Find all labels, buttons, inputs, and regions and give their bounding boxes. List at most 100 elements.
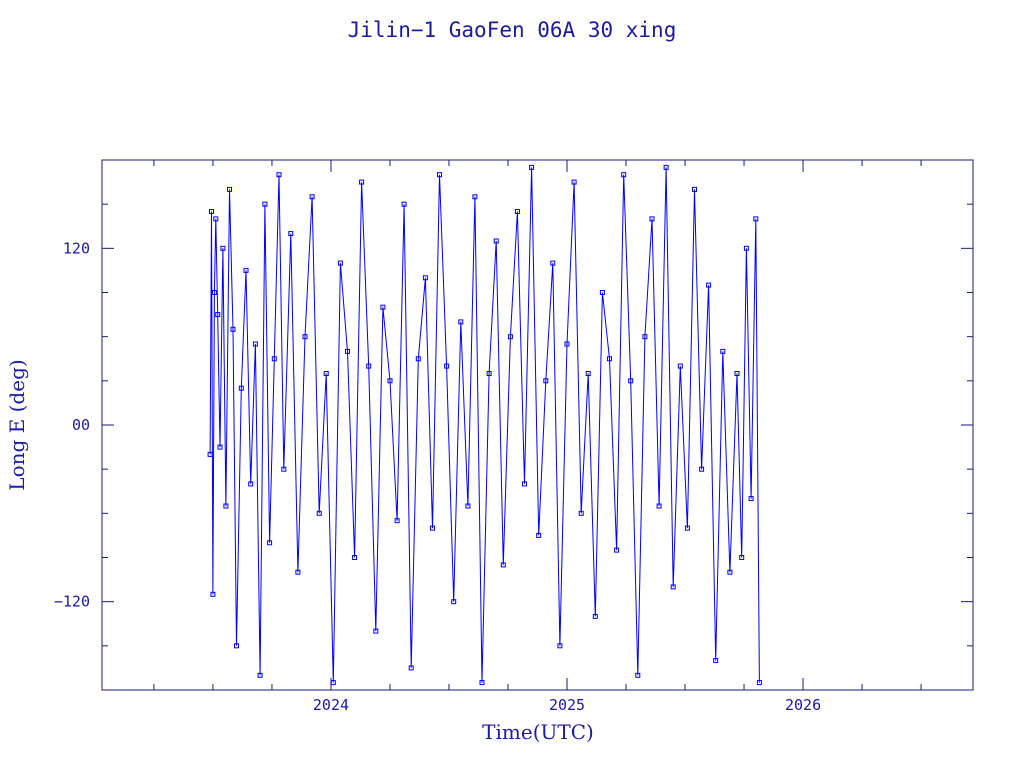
data-point [607, 356, 612, 362]
data-point [227, 186, 232, 192]
data-point [366, 363, 372, 369]
data-point [281, 466, 287, 472]
data-point [465, 503, 471, 509]
data-point [220, 245, 226, 251]
x-tick-label: 2025 [549, 696, 585, 714]
data-point [430, 525, 435, 531]
data-point [267, 540, 273, 546]
x-axis-label: Time(UTC) [482, 720, 594, 744]
data-point [635, 672, 641, 678]
data-point [276, 172, 282, 178]
data-point [514, 209, 520, 214]
data-point [578, 510, 584, 516]
x-tick-label: 2026 [785, 696, 821, 714]
data-point [628, 378, 634, 384]
data-point [316, 510, 322, 516]
data-point [472, 194, 478, 200]
x-tick-label: 2024 [313, 696, 349, 714]
data-point [422, 275, 428, 281]
chart-title: Jilin−1 GaoFen 06A 30 xing [348, 18, 677, 42]
data-point [621, 172, 627, 178]
data-point [699, 466, 705, 472]
data-point [543, 378, 549, 384]
data-point [522, 481, 527, 487]
data-point [373, 628, 379, 634]
data-point [211, 290, 217, 295]
data-point [257, 672, 263, 678]
data-point [642, 334, 648, 340]
data-point [500, 562, 506, 568]
y-axis-label: Long E (deg) [5, 359, 29, 490]
data-point [571, 179, 577, 185]
data-point [507, 334, 513, 340]
data-point [387, 378, 393, 384]
tick-layer [102, 159, 973, 691]
data-point [756, 680, 762, 686]
y-tick-label: 00 [72, 416, 90, 434]
data-point [720, 348, 726, 354]
data-point [248, 481, 254, 487]
data-point [564, 341, 570, 347]
data-point [550, 260, 556, 266]
data-point [262, 201, 268, 207]
data-point [238, 385, 244, 391]
data-point [352, 555, 358, 560]
data-point [486, 371, 492, 376]
data-point [592, 613, 598, 619]
data-point [479, 680, 485, 686]
y-tick-label: −120 [54, 593, 90, 611]
data-point [734, 371, 740, 376]
data-point [234, 643, 239, 649]
data-point [252, 341, 258, 347]
data-point [692, 186, 697, 192]
data-point [713, 658, 719, 664]
data-point [670, 584, 676, 590]
data-point [727, 569, 733, 575]
data-point [210, 591, 216, 597]
data-point [345, 348, 350, 354]
data-point [614, 547, 620, 553]
data-point [557, 643, 563, 649]
data-point [415, 356, 421, 362]
data-point [230, 326, 236, 332]
data-point [394, 518, 400, 524]
data-point [663, 164, 669, 170]
data-point [656, 503, 662, 509]
data-point [401, 201, 407, 207]
data-point [408, 665, 414, 671]
data-point [309, 194, 315, 200]
data-point [585, 371, 591, 376]
data-point [743, 245, 749, 251]
data-point [529, 164, 535, 170]
data-point [302, 334, 308, 340]
data-point [493, 238, 499, 244]
data-point [209, 209, 214, 214]
data-point [748, 496, 754, 502]
data-point [223, 503, 229, 509]
data-point [359, 179, 365, 185]
data-layer [207, 164, 762, 686]
data-point [217, 444, 223, 450]
data-point [295, 569, 301, 575]
data-point [536, 532, 542, 538]
data-point [207, 451, 213, 457]
data-point [451, 599, 457, 605]
data-point [677, 363, 683, 369]
data-point [599, 290, 605, 295]
data-point [706, 282, 712, 288]
data-point [444, 363, 450, 369]
plot-frame [101, 159, 974, 691]
data-point [337, 260, 343, 266]
data-point [271, 356, 277, 362]
data-point [288, 231, 294, 237]
data-point [323, 371, 329, 376]
data-point [739, 555, 745, 560]
data-point [215, 312, 221, 318]
data-point [458, 319, 464, 325]
data-point [684, 525, 690, 531]
data-point [380, 304, 386, 310]
series-line [209, 167, 760, 683]
data-point [243, 267, 249, 273]
tick-label-layer: 2024 2025 2026 120 00 −120 [54, 239, 821, 714]
